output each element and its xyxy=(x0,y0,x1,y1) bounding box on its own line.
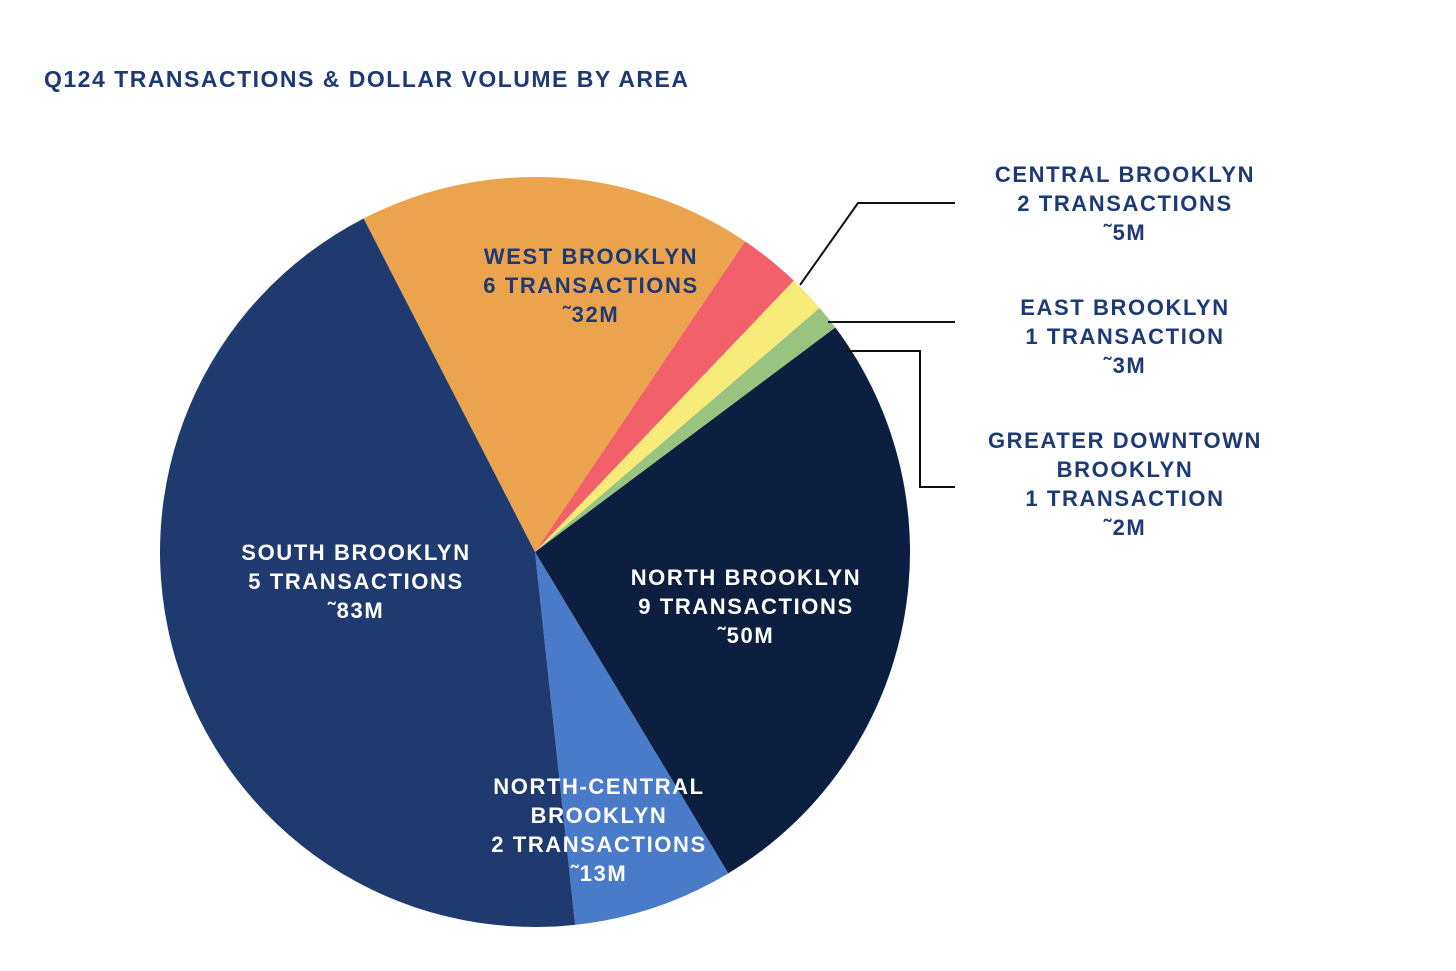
slice-label-east: EAST BROOKLYN 1 TRANSACTION ˜3M xyxy=(1020,295,1229,378)
pie-slice-west xyxy=(363,177,746,553)
slice-label-line: EAST BROOKLYN xyxy=(1020,295,1229,320)
slice-label-line: ˜50M xyxy=(717,623,775,648)
leader-lines xyxy=(799,202,955,488)
slice-label-line: 9 TRANSACTIONS xyxy=(638,594,854,619)
slice-label-line: ˜3M xyxy=(1103,353,1147,378)
slice-label-line: BROOKLYN xyxy=(1057,457,1194,482)
leader-line-central xyxy=(799,202,955,286)
pie-slice-central xyxy=(535,241,794,552)
chart-title: Q124 TRANSACTIONS & DOLLAR VOLUME BY ARE… xyxy=(44,66,690,92)
slice-label-central: CENTRAL BROOKLYN 2 TRANSACTIONS ˜5M xyxy=(995,162,1255,245)
slice-label-south: SOUTH BROOKLYN 5 TRANSACTIONS ˜83M xyxy=(241,540,470,623)
slice-label-line: NORTH-CENTRAL xyxy=(493,774,704,799)
slice-label-line: 1 TRANSACTION xyxy=(1025,486,1224,511)
pie-slice-north-central xyxy=(535,552,729,925)
slice-labels: WEST BROOKLYN 6 TRANSACTIONS ˜32M CENTRAL B… xyxy=(241,162,1262,886)
slice-label-north: NORTH BROOKLYN 9 TRANSACTIONS ˜50M xyxy=(631,565,862,648)
slice-label-north-central: NORTH-CENTRAL BROOKLYN 2 TRANSACTIONS ˜13M xyxy=(491,774,707,886)
slice-label-line: 2 TRANSACTIONS xyxy=(1017,191,1233,216)
slice-label-line: ˜83M xyxy=(327,598,385,623)
slice-label-line: ˜5M xyxy=(1103,220,1147,245)
slice-label-line: WEST BROOKLYN xyxy=(484,244,698,269)
pie-slice-south xyxy=(160,218,576,927)
pie-slice-greater-downtown xyxy=(535,307,836,552)
slice-label-line: 2 TRANSACTIONS xyxy=(491,832,707,857)
slice-label-line: ˜2M xyxy=(1103,515,1147,540)
slice-label-line: ˜13M xyxy=(570,861,628,886)
slice-label-line: CENTRAL BROOKLYN xyxy=(995,162,1255,187)
leader-line-greater-downtown xyxy=(846,350,955,488)
pie-slices xyxy=(160,177,910,927)
slice-label-west: WEST BROOKLYN 6 TRANSACTIONS ˜32M xyxy=(483,244,699,327)
pie-slice-north xyxy=(535,327,910,874)
slice-label-line: GREATER DOWNTOWN xyxy=(988,428,1262,453)
slice-label-line: 1 TRANSACTION xyxy=(1025,324,1224,349)
slice-label-line: ˜32M xyxy=(562,302,620,327)
slice-label-line: 5 TRANSACTIONS xyxy=(248,569,464,594)
slice-label-line: SOUTH BROOKLYN xyxy=(241,540,470,565)
pie-slice-east xyxy=(535,280,820,552)
slice-label-line: NORTH BROOKLYN xyxy=(631,565,862,590)
slice-label-line: 6 TRANSACTIONS xyxy=(483,273,699,298)
slice-label-greater-downtown: GREATER DOWNTOWN BROOKLYN 1 TRANSACTION ˜2M xyxy=(988,428,1262,540)
slice-label-line: BROOKLYN xyxy=(531,803,668,828)
